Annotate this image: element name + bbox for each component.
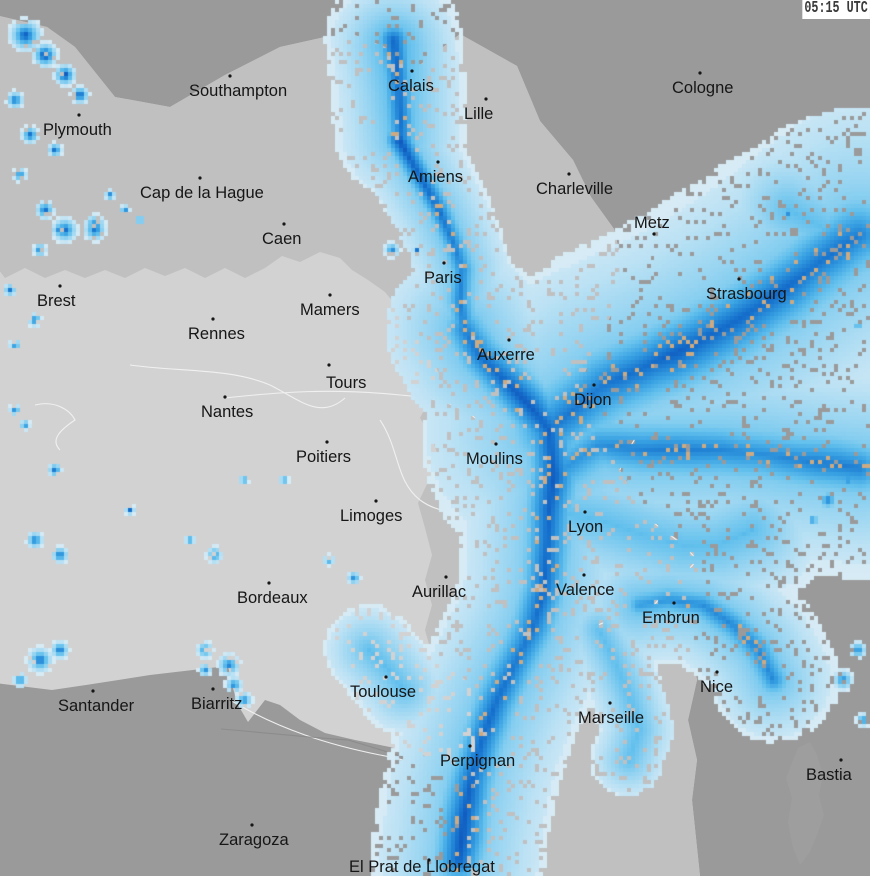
svg-text:Biarritz: Biarritz xyxy=(191,695,242,713)
svg-text:Bordeaux: Bordeaux xyxy=(237,589,308,607)
svg-text:Limoges: Limoges xyxy=(340,507,402,525)
svg-text:Nice: Nice xyxy=(700,678,733,696)
svg-text:Aurillac: Aurillac xyxy=(412,583,466,601)
svg-text:Bastia: Bastia xyxy=(806,766,853,784)
svg-text:Tours: Tours xyxy=(326,374,366,392)
svg-text:Embrun: Embrun xyxy=(642,609,700,627)
svg-text:Moulins: Moulins xyxy=(466,450,523,468)
svg-text:Marseille: Marseille xyxy=(578,709,644,727)
svg-text:Rennes: Rennes xyxy=(188,325,245,343)
svg-text:Auxerre: Auxerre xyxy=(477,346,535,364)
svg-text:Plymouth: Plymouth xyxy=(43,121,112,139)
svg-text:Lille: Lille xyxy=(464,105,493,123)
svg-text:Cap de la Hague: Cap de la Hague xyxy=(140,184,264,202)
svg-text:Cologne: Cologne xyxy=(672,79,733,97)
svg-text:Paris: Paris xyxy=(424,269,462,287)
svg-text:Nantes: Nantes xyxy=(201,403,253,421)
svg-text:Brest: Brest xyxy=(37,292,76,310)
svg-text:Lyon: Lyon xyxy=(568,518,603,536)
svg-text:Valence: Valence xyxy=(556,581,614,599)
svg-text:Santander: Santander xyxy=(58,697,135,715)
svg-text:Dijon: Dijon xyxy=(574,391,612,409)
svg-text:Strasbourg: Strasbourg xyxy=(706,285,787,303)
svg-text:Charleville: Charleville xyxy=(536,180,613,198)
svg-text:Poitiers: Poitiers xyxy=(296,448,351,466)
svg-text:Calais: Calais xyxy=(388,77,434,95)
svg-text:Southampton: Southampton xyxy=(189,82,287,100)
svg-text:Perpignan: Perpignan xyxy=(440,752,515,770)
svg-text:El Prat de Llobregat: El Prat de Llobregat xyxy=(349,858,495,876)
svg-text:Metz: Metz xyxy=(634,214,670,232)
svg-text:Zaragoza: Zaragoza xyxy=(219,831,290,849)
svg-text:Caen: Caen xyxy=(262,230,301,248)
svg-text:Mamers: Mamers xyxy=(300,301,360,319)
svg-text:Toulouse: Toulouse xyxy=(350,683,416,701)
svg-text:Amiens: Amiens xyxy=(408,168,463,186)
